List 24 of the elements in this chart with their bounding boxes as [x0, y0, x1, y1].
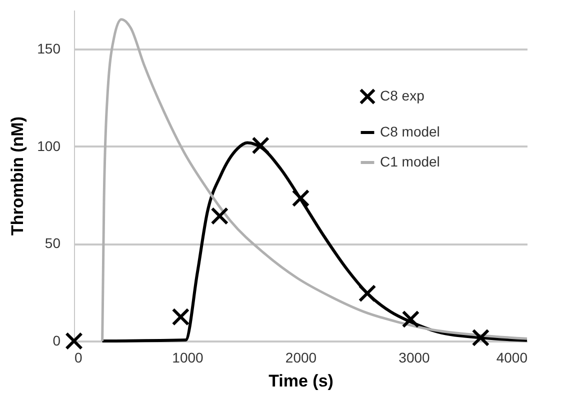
- y-tick-label: 150: [37, 40, 61, 56]
- legend-label: C8 exp: [380, 88, 425, 104]
- point: [65, 332, 83, 350]
- y-axis-title: Thrombin (nM): [8, 116, 28, 236]
- point: [252, 136, 270, 154]
- legend-label: C1 model: [380, 154, 440, 170]
- point: [402, 310, 420, 328]
- point: [292, 189, 310, 207]
- y-tick-label: 50: [44, 235, 61, 252]
- legend-label: C8 model: [380, 124, 440, 140]
- y-tick-label: 100: [37, 138, 61, 154]
- y-tick-label: 0: [52, 332, 61, 348]
- x-tick-label: 0: [74, 350, 82, 366]
- line-series: [100, 141, 528, 342]
- point: [210, 207, 229, 225]
- point: [172, 308, 190, 326]
- line-series: [101, 18, 528, 342]
- point: [358, 284, 376, 302]
- x-tick-label: 4000: [496, 350, 528, 366]
- point: [472, 328, 490, 347]
- x-tick-label: 3000: [398, 350, 430, 366]
- x-tick-label: 2000: [285, 350, 317, 366]
- x-tick-label: 1000: [172, 350, 204, 366]
- x-axis-title: Time (s): [268, 372, 334, 390]
